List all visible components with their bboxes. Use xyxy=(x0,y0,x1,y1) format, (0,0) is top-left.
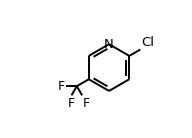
Text: F: F xyxy=(83,97,90,110)
Text: F: F xyxy=(58,80,65,93)
Text: Cl: Cl xyxy=(141,36,154,49)
Text: F: F xyxy=(68,97,75,110)
Text: N: N xyxy=(104,38,114,51)
